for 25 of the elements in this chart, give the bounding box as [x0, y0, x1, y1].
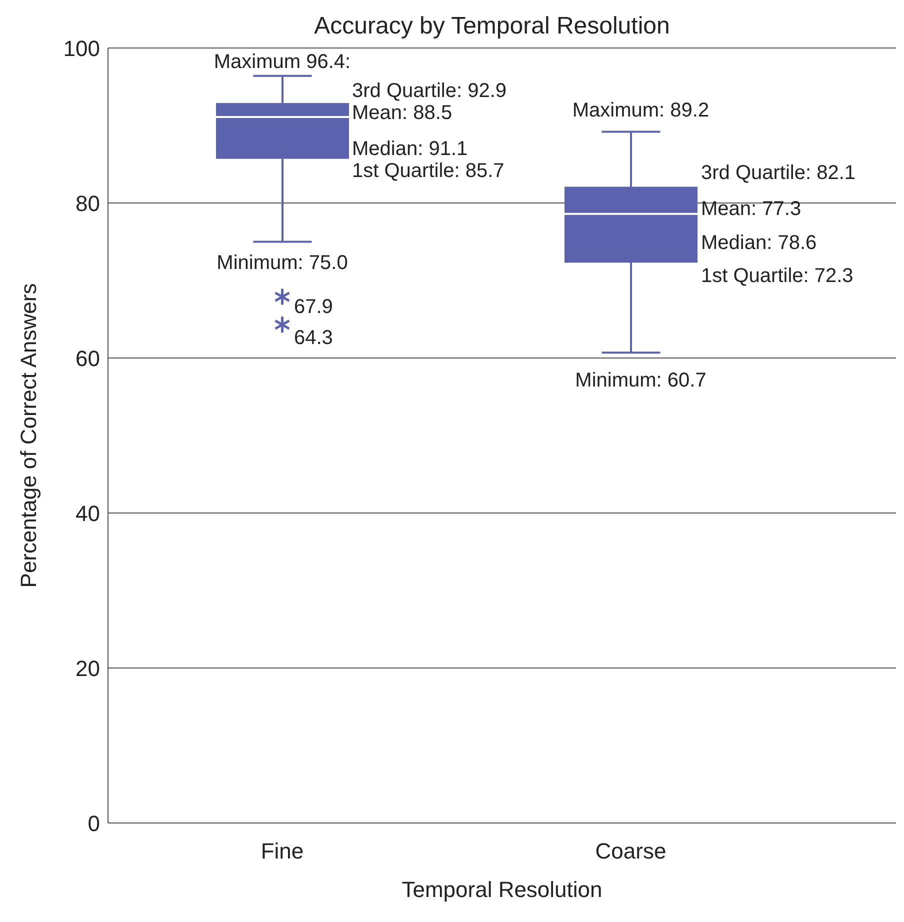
annotation: 1st Quartile: 85.7 [352, 160, 504, 182]
x-axis-title: Temporal Resolution [402, 877, 602, 902]
annotation: Maximum 96.4: [214, 50, 351, 73]
y-tick-label: 60 [76, 346, 100, 371]
x-tick-label: Coarse [595, 838, 666, 864]
annotation: Mean: 88.5 [352, 102, 452, 124]
y-tick-label: 100 [63, 36, 100, 61]
annotation: 1st Quartile: 72.3 [701, 265, 854, 287]
annotation: Minimum: 75.0 [216, 252, 348, 274]
annotation: Minimum: 60.7 [575, 370, 706, 392]
annotation: 3rd Quartile: 92.9 [352, 80, 507, 102]
annotation: 67.9 [294, 296, 333, 318]
x-tick-label: Fine [260, 838, 304, 864]
annotation: Median: 78.6 [701, 232, 817, 254]
y-axis-title: Percentage of Correct Answers [16, 283, 41, 588]
chart-title: Accuracy by Temporal Resolution [314, 12, 670, 40]
y-tick-label: 40 [76, 500, 100, 526]
y-tick-label: 80 [76, 190, 100, 216]
annotation: 64.3 [294, 327, 333, 349]
y-tick-label: 20 [76, 656, 100, 681]
annotation: 3rd Quartile: 82.1 [701, 162, 856, 184]
annotation: Median: 91.1 [352, 138, 468, 160]
y-tick-label: 0 [88, 810, 100, 836]
annotation: Maximum: 89.2 [572, 100, 710, 122]
annotation: Mean: 77.3 [701, 198, 802, 220]
